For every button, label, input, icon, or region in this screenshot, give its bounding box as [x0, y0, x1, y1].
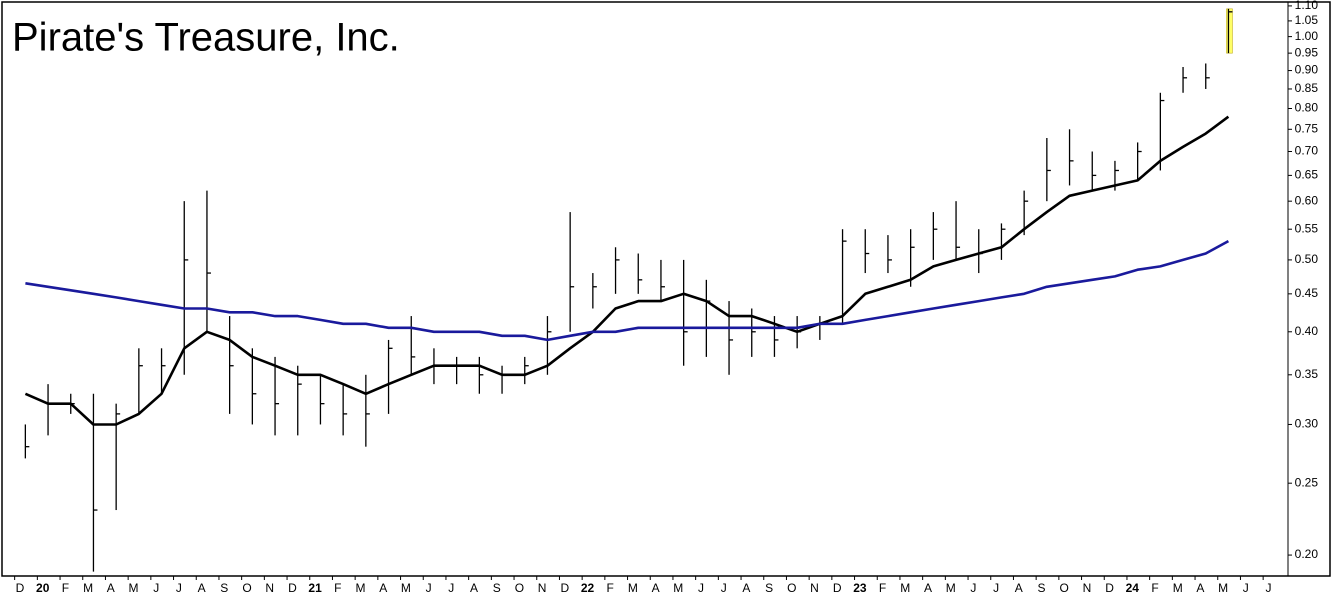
x-tick-label: J [698, 581, 704, 595]
x-tick-label: M [628, 581, 638, 595]
x-tick-label: A [652, 581, 660, 595]
x-tick-label: 23 [853, 581, 867, 595]
y-tick-label: 0.55 [1295, 221, 1319, 235]
x-tick-label: N [1083, 581, 1092, 595]
y-tick-label: 0.20 [1295, 547, 1319, 561]
y-tick-label: 0.60 [1295, 193, 1319, 207]
x-tick-label: D [16, 581, 25, 595]
x-tick-label: 21 [308, 581, 322, 595]
x-tick-label: D [1105, 581, 1114, 595]
x-tick-label: J [448, 581, 454, 595]
y-tick-label: 0.80 [1295, 101, 1319, 115]
y-tick-label: 0.70 [1295, 144, 1319, 158]
y-tick-label: 0.75 [1295, 121, 1319, 135]
y-tick-label: 0.90 [1295, 63, 1319, 77]
x-tick-label: J [1266, 581, 1272, 595]
x-tick-label: M [946, 581, 956, 595]
x-tick-label: J [721, 581, 727, 595]
x-tick-label: J [970, 581, 976, 595]
highlight [1226, 8, 1233, 54]
x-tick-label: A [198, 581, 206, 595]
x-tick-label: A [470, 581, 478, 595]
x-tick-label: M [401, 581, 411, 595]
x-tick-label: M [673, 581, 683, 595]
y-tick-label: 0.30 [1295, 417, 1319, 431]
moving-average [25, 239, 1230, 342]
x-tick-label: J [993, 581, 999, 595]
x-tick-label: M [129, 581, 139, 595]
x-tick-label: J [153, 581, 159, 595]
x-tick-label: S [493, 581, 501, 595]
x-tick-label: J [176, 581, 182, 595]
x-tick-label: A [1015, 581, 1023, 595]
x-tick-label: S [765, 581, 773, 595]
x-tick-label: O [787, 581, 796, 595]
x-tick-label: A [742, 581, 750, 595]
x-tick-label: F [62, 581, 69, 595]
x-tick-label: D [833, 581, 842, 595]
y-tick-label: 1.10 [1295, 0, 1319, 12]
x-tick-label: O [242, 581, 251, 595]
x-tick-label: F [334, 581, 341, 595]
x-tick-label: M [1173, 581, 1183, 595]
x-tick-label: 20 [36, 581, 50, 595]
x-tick-label: J [1243, 581, 1249, 595]
y-tick-label: 1.05 [1295, 13, 1319, 27]
moving-average [24, 115, 1230, 426]
x-tick-label: O [515, 581, 524, 595]
x-tick-label: F [607, 581, 614, 595]
x-tick-label: D [288, 581, 297, 595]
x-tick-label: M [1218, 581, 1228, 595]
y-tick-label: 0.35 [1295, 367, 1319, 381]
y-tick-label: 0.40 [1295, 324, 1319, 338]
y-tick-label: 0.95 [1295, 45, 1319, 59]
x-tick-label: M [83, 581, 93, 595]
x-tick-label: N [265, 581, 274, 595]
x-tick-label: 24 [1126, 581, 1140, 595]
x-tick-label: M [356, 581, 366, 595]
plot-frame [1, 1, 1331, 577]
y-tick-label: 0.25 [1295, 475, 1319, 489]
chart-title: Pirate's Treasure, Inc. [12, 16, 400, 60]
x-tick-label: 22 [581, 581, 595, 595]
x-tick-label: D [560, 581, 569, 595]
y-tick-label: 1.00 [1295, 29, 1319, 43]
y-tick-label: 0.50 [1295, 252, 1319, 266]
x-tick-label: J [426, 581, 432, 595]
x-tick-label: A [924, 581, 932, 595]
x-tick-label: N [538, 581, 547, 595]
x-tick-label: S [220, 581, 228, 595]
x-tick-label: A [379, 581, 387, 595]
x-tick-label: O [1060, 581, 1069, 595]
x-tick-label: S [1037, 581, 1045, 595]
y-tick-label: 0.65 [1295, 168, 1319, 182]
x-tick-label: A [1196, 581, 1204, 595]
x-tick-label: N [810, 581, 819, 595]
y-tick-label: 0.85 [1295, 81, 1319, 95]
x-tick-label: M [900, 581, 910, 595]
x-tick-label: F [879, 581, 886, 595]
y-tick-label: 0.45 [1295, 286, 1319, 300]
x-tick-label: A [107, 581, 115, 595]
x-tick-label: F [1151, 581, 1158, 595]
